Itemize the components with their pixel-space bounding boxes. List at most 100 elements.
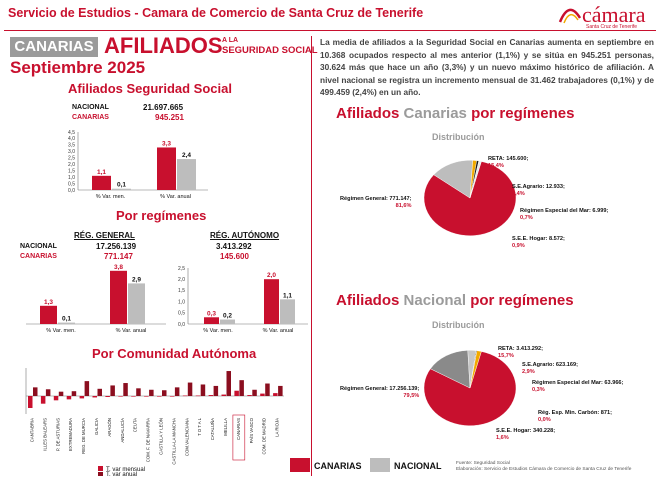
bar-mensual — [66, 396, 72, 400]
bar-anual — [278, 385, 283, 396]
reg-general-nacional-value: 17.256.139 — [96, 242, 137, 251]
afiliados-ss-canarias-value: 945.251 — [155, 113, 184, 122]
logo-subtitle: Santa Cruz de Tenerife — [586, 24, 638, 30]
x-category-label: CANTABRIA — [29, 418, 34, 442]
nacional-pie-title-a: Afiliados — [336, 292, 400, 309]
regimenes-title: Por regímenes — [116, 208, 207, 223]
bar-data-label: 0,2 — [223, 313, 232, 320]
pie-label: S.E.E. Hogar: 340.228; 1,6% — [496, 428, 555, 442]
pie-label-text: Régimen Especial del Mar: 63.966; — [532, 380, 624, 386]
bar-anual — [33, 387, 38, 396]
x-category-label: CATALUÑA — [210, 418, 215, 440]
pie-slice — [430, 350, 471, 389]
bar-nacional — [128, 283, 145, 324]
afiliados-sub-a-la: A LA — [222, 37, 239, 44]
pie-label-percent: 0,9% — [512, 243, 525, 249]
bar-anual — [71, 391, 77, 396]
comunidad-title: Por Comunidad Autónoma — [92, 346, 257, 361]
pie-label-percent: 0,0% — [538, 417, 551, 423]
bar-anual — [265, 383, 270, 396]
camara-logo: cámara Santa Cruz de Tenerife — [556, 2, 656, 30]
regimenes-nacional-label: NACIONAL — [20, 243, 57, 250]
bar-mensual — [28, 396, 33, 408]
x-category-label: CASTILLA-LA MANCHA — [171, 418, 176, 465]
pie-label-text: Rég. Esp. Min. Carbón: 871; — [538, 410, 612, 416]
pie-label-text: Régimen Especial del Mar: 6.999; — [520, 208, 609, 214]
x-category-label: CEUTA — [133, 418, 138, 432]
bar-mensual — [234, 390, 239, 396]
logo-wordmark: cámara — [582, 2, 646, 27]
bar-anual — [123, 383, 128, 396]
y-tick-label: 0,0 — [68, 188, 75, 194]
bar-data-label: 2,9 — [132, 276, 141, 283]
pie-label: RETA: 3.413.292; 15,7% — [498, 346, 543, 360]
x-category-label: COM. DE MADRID — [262, 418, 267, 455]
pie-label-text: RETA: 145.600; — [488, 156, 529, 162]
bar-mensual — [260, 393, 265, 396]
x-category-label: COM.VALENCIANA — [184, 418, 189, 456]
x-category-label: % Var. anual — [116, 328, 147, 334]
bar-mensual — [273, 393, 278, 396]
bar-mensual — [221, 394, 226, 396]
bar-mensual — [157, 396, 162, 397]
y-tick-label: 1,0 — [68, 175, 75, 181]
bar-canarias — [204, 317, 219, 324]
y-tick-label: 1,5 — [178, 288, 185, 294]
x-category-label: PAÍS VASCO — [249, 417, 254, 443]
x-category-label: % Var. men. — [46, 328, 76, 334]
bar-mensual — [118, 396, 123, 397]
bar-mensual — [208, 395, 214, 396]
pie-label: Régimen Especial del Mar: 6.999; 0,7% — [520, 208, 608, 222]
y-tick-label: 0,5 — [68, 181, 75, 187]
footnote-elaboration: Elaboración: Servicio de Estudios Cámara… — [456, 467, 632, 472]
nacional-pie-chart — [423, 350, 517, 426]
canarias-pie-title-a: Afiliados — [336, 105, 400, 122]
canarias-pie-title-c: por regímenes — [471, 105, 575, 122]
pie-label-text: RETA: 3.413.292; — [498, 346, 543, 352]
general-variation-chart: 1,3 0,1 % Var. men. 3,8 2,9 % Var. anual — [26, 264, 166, 334]
legend-label-anual: T. var anual — [106, 472, 137, 476]
pie-label-percent: 1,4% — [512, 191, 525, 197]
bar-anual — [58, 391, 64, 396]
x-category-label: CASTILLA Y LEÓN — [158, 418, 163, 455]
bar-canarias — [40, 305, 57, 324]
nacional-pie-subtitle: Distribución — [432, 320, 485, 330]
bar-canarias — [264, 279, 279, 324]
reg-autonomo-canarias-value: 145.600 — [220, 252, 249, 261]
bar-data-label: 0,3 — [207, 310, 216, 317]
bar-data-label: 0,1 — [117, 182, 126, 189]
nacional-pie-title-b: Nacional — [403, 292, 467, 309]
pie-label-percent: 15,7% — [498, 353, 514, 359]
pie-label-percent: 79,5% — [403, 393, 420, 399]
page-header-title: Servicio de Estudios - Camara de Comerci… — [8, 6, 424, 20]
bar-mensual — [92, 396, 97, 398]
afiliados-ss-title: Afiliados Seguridad Social — [68, 81, 232, 96]
bar-canarias — [92, 175, 111, 190]
bar-canarias — [110, 270, 127, 324]
pie-slice — [469, 350, 482, 389]
legend-label-nacional: NACIONAL — [394, 461, 442, 471]
bar-data-label: 1,3 — [44, 299, 53, 306]
reg-autonomo-title: RÉG. AUTÓNOMO — [210, 231, 280, 240]
nacional-pie-title: Afiliados Nacional por regímenes — [336, 292, 574, 309]
afiliados-sub-seguridad-social: SEGURIDAD SOCIAL — [222, 45, 318, 56]
bar-anual — [200, 384, 206, 396]
pie-label-percent: 0,3% — [532, 387, 545, 393]
x-category-label: CANARIAS — [236, 418, 241, 440]
x-category-label: GALICIA — [94, 418, 99, 435]
bar-nacional — [112, 188, 131, 190]
pie-label: Régimen General: 17.256.139; 79,5% — [340, 386, 419, 400]
pie-label-percent: 0,7% — [520, 215, 533, 221]
canarias-pie-subtitle: Distribución — [432, 132, 485, 142]
header-divider — [4, 30, 656, 31]
bar-data-label: 2,4 — [182, 152, 191, 159]
y-tick-label: 3,5 — [68, 143, 75, 149]
summary-paragraph: La media de afiliados a la Seguridad Soc… — [320, 37, 654, 97]
canarias-pie-title-b: Canarias — [403, 105, 467, 122]
bar-anual — [84, 381, 90, 396]
y-tick-label: 2,5 — [178, 266, 185, 272]
x-category-label: % Var. men. — [96, 194, 126, 200]
reg-general-canarias-value: 771.147 — [104, 252, 133, 261]
autonomo-variation-chart: 0,0 0,5 1,0 1,5 2,0 2,5 0,3 0,2 % Var. men. 2,0 1,… — [178, 266, 308, 334]
bar-mensual — [195, 395, 201, 397]
